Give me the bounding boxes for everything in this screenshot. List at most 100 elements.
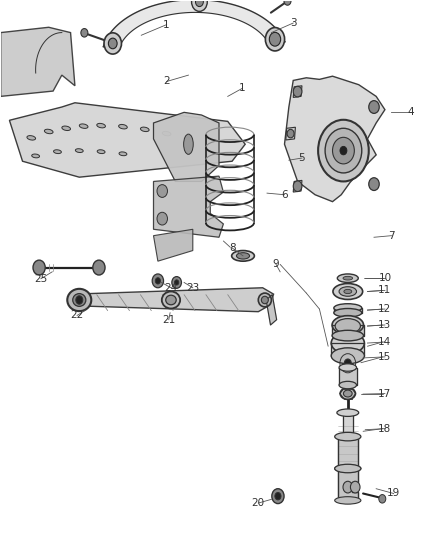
Circle shape [93,260,105,275]
Text: 14: 14 [378,337,392,347]
Circle shape [284,0,291,5]
Circle shape [350,481,360,493]
Circle shape [369,177,379,190]
Circle shape [174,280,179,285]
Ellipse shape [97,124,106,128]
Ellipse shape [339,381,357,389]
Circle shape [369,101,379,114]
Ellipse shape [27,135,35,140]
Text: 15: 15 [378,352,392,362]
Polygon shape [285,76,385,201]
Circle shape [155,278,160,284]
Circle shape [265,28,285,51]
Ellipse shape [332,316,364,334]
Ellipse shape [343,390,352,397]
Circle shape [340,147,347,155]
Ellipse shape [337,409,359,416]
Ellipse shape [184,134,193,155]
Circle shape [275,492,281,500]
Circle shape [172,277,181,288]
Ellipse shape [232,251,254,261]
Ellipse shape [335,319,360,334]
Circle shape [81,29,88,37]
Text: 7: 7 [388,231,395,241]
Text: 21: 21 [162,314,175,325]
Circle shape [269,33,281,46]
Circle shape [157,212,167,225]
Ellipse shape [340,387,356,399]
Polygon shape [338,469,358,500]
Text: 10: 10 [378,273,392,283]
Ellipse shape [73,294,86,306]
Circle shape [33,260,45,275]
Ellipse shape [79,124,88,128]
Ellipse shape [97,150,105,154]
Ellipse shape [339,287,357,296]
Text: 1: 1 [239,83,245,93]
Polygon shape [343,413,353,437]
Circle shape [157,184,167,197]
Ellipse shape [166,295,176,305]
Polygon shape [334,308,362,313]
Text: 5: 5 [299,153,305,163]
Ellipse shape [62,126,71,131]
Polygon shape [103,0,285,49]
Ellipse shape [331,348,364,364]
Circle shape [108,38,117,49]
Circle shape [272,489,284,504]
Polygon shape [153,112,219,181]
Circle shape [195,0,203,6]
Ellipse shape [343,276,353,280]
Ellipse shape [237,253,250,259]
Polygon shape [153,229,193,261]
Circle shape [344,359,351,368]
Polygon shape [73,288,274,312]
Ellipse shape [141,127,149,132]
Text: 25: 25 [34,274,47,284]
Ellipse shape [335,432,361,441]
Polygon shape [286,127,295,140]
Ellipse shape [67,289,91,311]
Circle shape [293,181,302,191]
Ellipse shape [75,149,83,152]
Text: 1: 1 [163,20,170,30]
Circle shape [152,274,163,288]
Ellipse shape [53,150,61,154]
Circle shape [343,481,353,493]
Polygon shape [338,437,358,469]
Text: 24: 24 [164,283,177,293]
Ellipse shape [44,129,53,134]
Circle shape [325,128,362,173]
Text: 20: 20 [252,498,265,508]
Circle shape [293,86,302,97]
Ellipse shape [332,330,364,341]
Ellipse shape [258,293,272,307]
Text: 6: 6 [281,190,288,200]
Ellipse shape [335,497,361,504]
Ellipse shape [261,296,268,304]
Ellipse shape [119,152,127,156]
Ellipse shape [184,136,193,141]
Text: 3: 3 [290,18,297,28]
Ellipse shape [333,284,363,300]
Text: 17: 17 [378,389,392,399]
Text: 22: 22 [71,310,84,320]
Circle shape [287,130,294,138]
Ellipse shape [32,154,39,158]
Circle shape [104,33,121,54]
Ellipse shape [335,464,361,473]
Text: 9: 9 [272,259,279,269]
Ellipse shape [334,309,362,317]
Ellipse shape [162,131,171,136]
Polygon shape [153,176,223,237]
Text: 4: 4 [408,107,414,117]
Polygon shape [331,343,364,356]
Polygon shape [10,103,245,177]
Ellipse shape [331,333,364,354]
Circle shape [191,0,207,11]
Polygon shape [293,86,302,98]
Text: 12: 12 [378,304,392,314]
Circle shape [379,495,386,503]
Polygon shape [266,295,277,325]
Text: 23: 23 [186,283,199,293]
